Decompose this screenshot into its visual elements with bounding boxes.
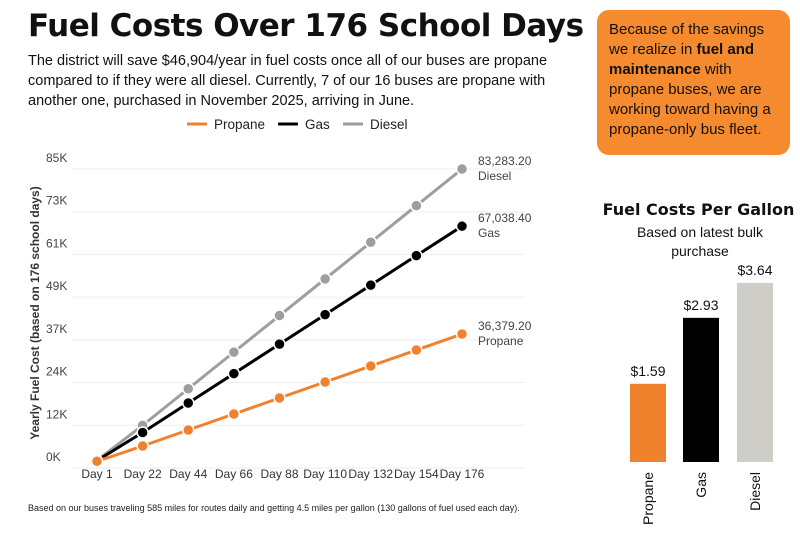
legend-label-gas: Gas <box>305 117 330 132</box>
x-tick-label: Day 1 <box>81 467 113 481</box>
y-tick-label: 61K <box>46 236 67 250</box>
point-diesel <box>410 199 423 212</box>
end-value-diesel: 83,283.20 <box>478 154 532 168</box>
point-propane <box>90 455 104 468</box>
bar-value-label: $3.64 <box>737 262 772 278</box>
x-tick-label: Day 176 <box>440 467 485 481</box>
point-diesel <box>182 382 195 396</box>
point-gas <box>227 367 241 380</box>
point-gas <box>273 337 286 351</box>
legend-label-propane: Propane <box>214 117 265 132</box>
callout-bold: fuel and maintenance <box>609 41 755 78</box>
x-tick-label: Day 44 <box>169 467 207 481</box>
end-value-propane: 36,379.20 <box>478 319 532 333</box>
bar-category-label: Diesel <box>747 472 763 511</box>
callout-box: Because of the savings we realize in fue… <box>597 10 790 155</box>
y-tick-label: 12K <box>46 407 67 421</box>
x-tick-label: Day 110 <box>303 467 347 481</box>
point-gas <box>364 278 377 292</box>
point-gas <box>410 249 423 262</box>
x-tick-label: Day 132 <box>348 467 393 481</box>
y-tick-label: 49K <box>46 279 67 293</box>
bar-gas <box>683 317 719 462</box>
point-diesel <box>227 345 241 359</box>
page-subtitle: The district will save $46,904/year in f… <box>28 53 548 109</box>
y-tick-label: 73K <box>46 194 67 208</box>
y-tick-label: 24K <box>46 365 67 379</box>
callout-text: Because of the savings we realize in <box>609 21 765 58</box>
point-diesel <box>364 236 377 249</box>
bar-diesel <box>737 282 773 462</box>
point-diesel <box>273 309 286 322</box>
point-gas <box>318 308 332 321</box>
point-gas <box>136 426 149 439</box>
point-gas <box>182 396 195 410</box>
point-diesel <box>318 272 332 286</box>
point-gas <box>455 219 469 233</box>
point-propane <box>318 375 332 389</box>
point-propane <box>410 343 423 357</box>
bar-chart-subtitle: Based on latest bulk purchase <box>636 224 764 259</box>
point-propane <box>227 407 241 421</box>
point-propane <box>273 391 286 405</box>
y-axis-label: Yearly Fuel Cost (based on 176 school da… <box>28 186 42 439</box>
callout-text-end: with propane buses, we are working towar… <box>609 61 771 138</box>
y-tick-label: 85K <box>46 151 67 165</box>
end-name-propane: Propane <box>478 334 524 348</box>
bar-propane <box>630 383 666 462</box>
bar-chart-title: Fuel Costs Per Gallon <box>602 200 795 219</box>
end-value-gas: 67,038.40 <box>478 211 532 225</box>
x-tick-label: Day 88 <box>260 467 298 481</box>
point-propane <box>136 439 149 453</box>
bar-value-label: $2.93 <box>683 297 718 313</box>
end-name-diesel: Diesel <box>478 169 511 183</box>
x-tick-label: Day 22 <box>124 467 162 481</box>
x-tick-label: Day 66 <box>215 467 253 481</box>
bar-category-label: Gas <box>693 472 709 498</box>
y-tick-label: 0K <box>46 450 61 464</box>
bar-category-label: Propane <box>640 472 656 525</box>
footnote: Based on our buses traveling 585 miles f… <box>28 503 520 513</box>
point-diesel <box>455 162 469 176</box>
point-propane <box>182 423 195 437</box>
x-tick-label: Day 154 <box>394 467 439 481</box>
bar-value-label: $1.59 <box>630 363 665 379</box>
point-propane <box>455 327 469 341</box>
end-name-gas: Gas <box>478 226 500 240</box>
page-title: Fuel Costs Over 176 School Days <box>28 8 584 44</box>
legend-label-diesel: Diesel <box>370 117 408 132</box>
point-propane <box>364 359 377 373</box>
y-tick-label: 37K <box>46 322 67 336</box>
